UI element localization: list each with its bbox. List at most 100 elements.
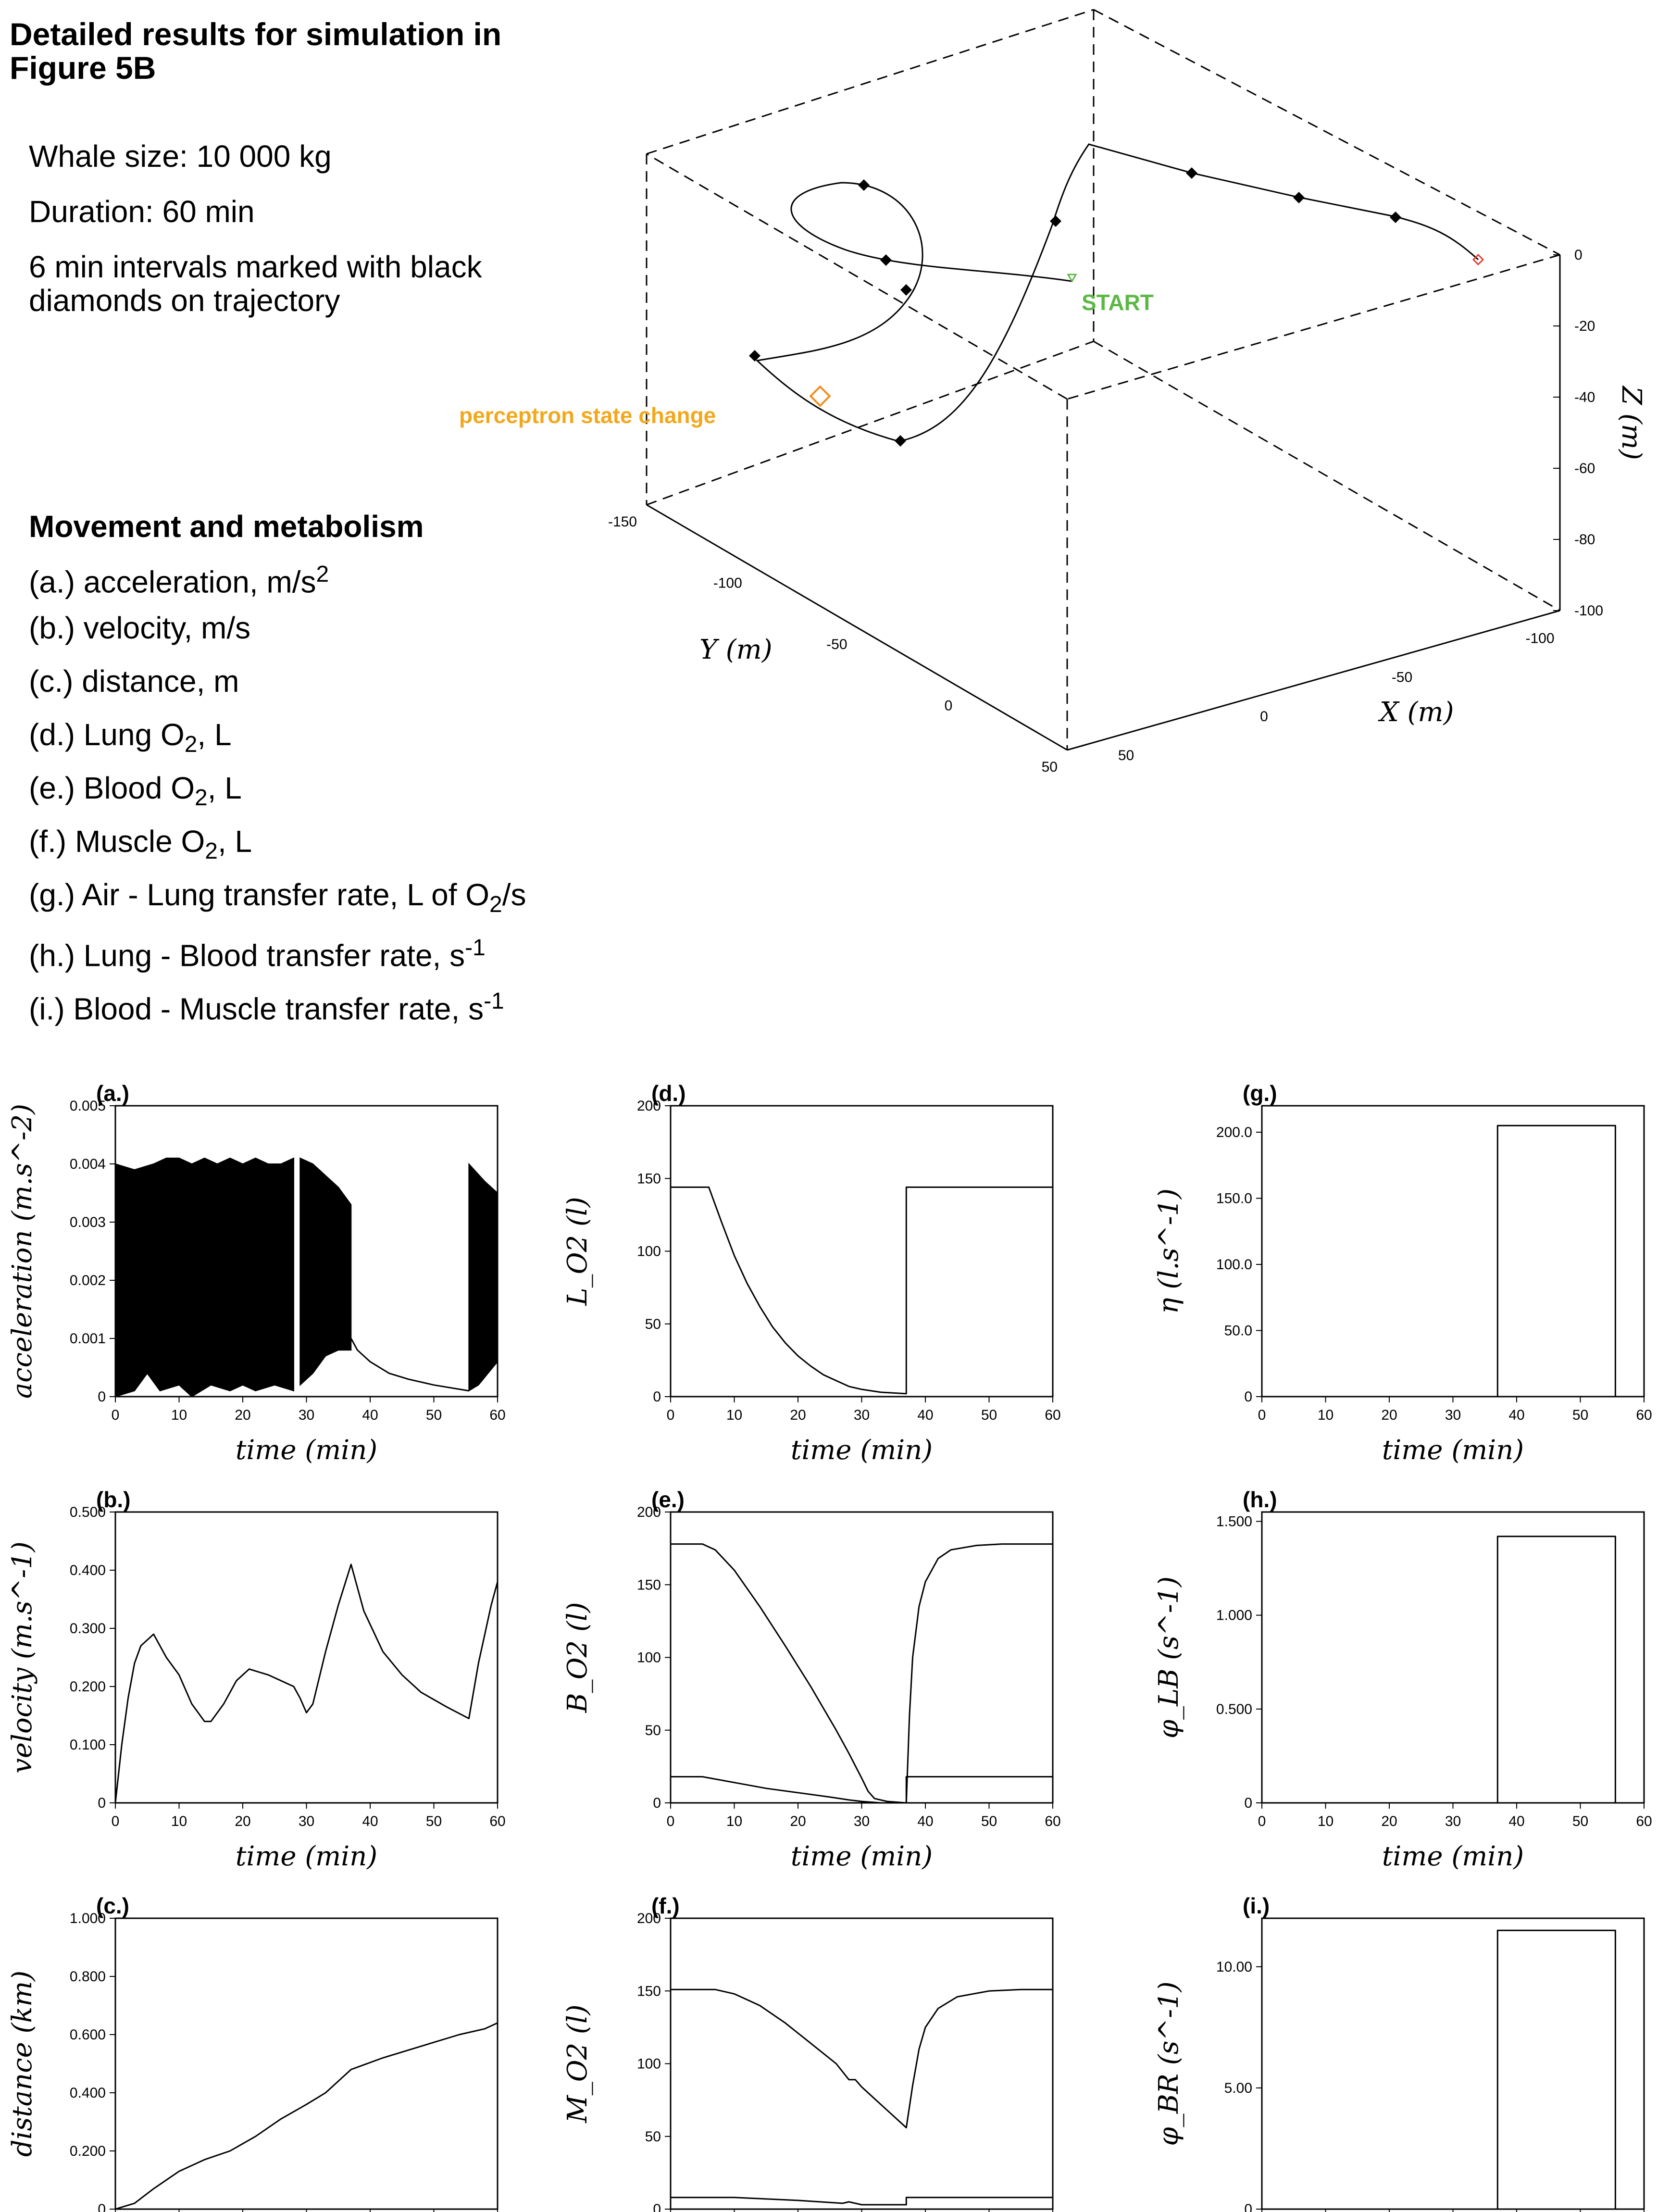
x-axis-label: time (min) — [236, 1841, 377, 1872]
y-tick-label: 0.500 — [1216, 1701, 1252, 1717]
x-tick-label: 50 — [1572, 1813, 1588, 1829]
y-tick-label: 0.500 — [70, 1504, 106, 1520]
interval-diamond-marker — [880, 254, 892, 266]
legend-item: (i.) Blood - Muscle transfer rate, s-1 — [29, 988, 504, 1026]
start-label: START — [1082, 290, 1154, 315]
y-tick-label: 0.200 — [70, 2143, 106, 2159]
x-tick-label: 0 — [1258, 1813, 1266, 1829]
y-tick-label: 0 — [653, 1795, 661, 1811]
panel-label: (c.) — [96, 1893, 129, 1918]
x-tick-label: 60 — [1045, 1407, 1060, 1423]
y-tick-label: 50 — [645, 2129, 661, 2145]
x-tick-label: 60 — [489, 1813, 505, 1829]
y-tick-label: 0.200 — [70, 1679, 106, 1695]
info-whale-size: Whale size: 10 000 kg — [29, 139, 332, 174]
x-tick-label: 40 — [917, 1813, 933, 1829]
y-tick-label: 50 — [645, 1316, 661, 1332]
section-title: Movement and metabolism — [29, 509, 424, 544]
interval-diamond-marker — [1390, 212, 1401, 223]
box-edge — [1093, 340, 1560, 612]
y-tick-label: 0 — [98, 1389, 106, 1405]
y-tick-label: 200.0 — [1216, 1125, 1252, 1140]
plot-frame — [1261, 1917, 1645, 2210]
series-line-1 — [1262, 1536, 1644, 1804]
z-tick-label: -40 — [1574, 389, 1595, 405]
y-axis-label: velocity (m.s^-1) — [7, 1541, 38, 1773]
x-tick-label: 10 — [1318, 1813, 1334, 1829]
y-tick-label: 1.000 — [1216, 1608, 1252, 1624]
y-tick-label: 100 — [637, 1244, 661, 1260]
panel-b: 0 10 20 30 40 50 60 0 0.100 0.200 0.300 0.400 0.500(… — [7, 1487, 506, 1872]
panel-c: 010203040506000.2000.4000.6000.8001.000(… — [7, 1893, 499, 2212]
x-tick-label: 10 — [726, 1813, 742, 1829]
x-tick-label: 20 — [1381, 1813, 1397, 1829]
y-tick-label: -100 — [713, 575, 742, 591]
y-tick-label: 0 — [98, 2201, 106, 2212]
plot-frame — [670, 1917, 1054, 2210]
interval-diamond-marker — [1293, 192, 1305, 203]
y-axis-label: L_O2 (l) — [562, 1197, 593, 1306]
y-tick-label: 10.00 — [1216, 1959, 1252, 1975]
legend-item: (f.) Muscle O2, L — [29, 824, 252, 864]
start-marker — [1067, 274, 1077, 283]
y-tick-label: 200 — [637, 1911, 661, 1926]
y-tick-label: 150 — [637, 1171, 661, 1187]
box-edge — [646, 9, 1094, 155]
series-line-1 — [1262, 1125, 1644, 1398]
x-tick-label: 40 — [1508, 1813, 1524, 1829]
x-tick-label: 50 — [1118, 748, 1134, 763]
y-tick-label: 0 — [1244, 1795, 1252, 1811]
series-line-2 — [671, 1776, 1053, 1804]
interval-diamond-marker — [749, 350, 760, 362]
x-tick-label: 60 — [1636, 1813, 1652, 1829]
panel-label: (h.) — [1243, 1487, 1277, 1512]
y-tick-label: 5.00 — [1224, 2080, 1252, 2096]
legend-item: (d.) Lung O2, L — [29, 717, 232, 757]
x-tick-label: 30 — [854, 1407, 870, 1423]
x-tick-label: 20 — [790, 1813, 806, 1829]
x-tick-label: 10 — [171, 1813, 187, 1829]
series-line-1 — [671, 1543, 1053, 1804]
x-tick-label: 50 — [426, 1407, 442, 1423]
interval-diamond-marker — [1186, 167, 1197, 179]
y-tick-label: 0 — [1244, 1389, 1252, 1405]
panel-g: 0 10 20 30 40 50 60 0 50.0 100.0 150.0 200.0 (g.) tim… — [1153, 1081, 1652, 1466]
box-edge — [1067, 254, 1560, 400]
x-tick-label: 0 — [1258, 1407, 1266, 1423]
x-axis-label: X (m) — [1378, 697, 1454, 728]
x-tick-label: 40 — [1508, 1407, 1524, 1423]
y-tick-label: 100.0 — [1216, 1257, 1252, 1273]
panel-label: (g.) — [1243, 1081, 1277, 1106]
x-axis-label: time (min) — [791, 1435, 933, 1466]
y-tick-label: 50 — [1042, 759, 1058, 775]
series-line-1 — [1262, 1929, 1644, 2210]
interval-diamond-marker — [900, 284, 912, 296]
x-tick-label: 60 — [1045, 1813, 1060, 1829]
interval-diamond-marker — [895, 435, 906, 447]
y-axis-label: M_O2 (l) — [562, 2004, 593, 2123]
x-tick-label: 20 — [235, 1813, 250, 1829]
legend-item: (a.) acceleration, m/s2 — [29, 562, 329, 600]
y-axis — [646, 504, 1068, 751]
x-tick-label: 30 — [1445, 1813, 1461, 1829]
x-tick-label: 30 — [854, 1813, 870, 1829]
x-tick-label: 30 — [299, 1813, 314, 1829]
acceleration-band-3 — [468, 1162, 498, 1392]
figure-title: Detailed results for simulation in Figur… — [10, 16, 502, 86]
y-tick-label: 0.300 — [70, 1621, 106, 1637]
series-line-1 — [114, 1563, 499, 1803]
series-line-1 — [671, 1186, 1053, 1395]
y-tick-label: 0 — [653, 2201, 661, 2212]
x-tick-label: 30 — [1445, 1407, 1461, 1423]
x-tick-label: 10 — [726, 1407, 742, 1423]
y-axis-label: η (l.s^-1) — [1153, 1188, 1184, 1314]
y-tick-label: 0.004 — [70, 1156, 106, 1172]
x-tick-label: 10 — [171, 1407, 187, 1423]
series-line-1 — [671, 1988, 1053, 2129]
plot-frame — [1261, 1105, 1645, 1398]
y-tick-label: 0 — [98, 1795, 106, 1811]
x-axis-label: time (min) — [236, 1435, 377, 1466]
legend-item: (b.) velocity, m/s — [29, 611, 251, 645]
y-tick-label: 0.400 — [70, 2085, 106, 2101]
panel-label: (a.) — [96, 1081, 129, 1106]
